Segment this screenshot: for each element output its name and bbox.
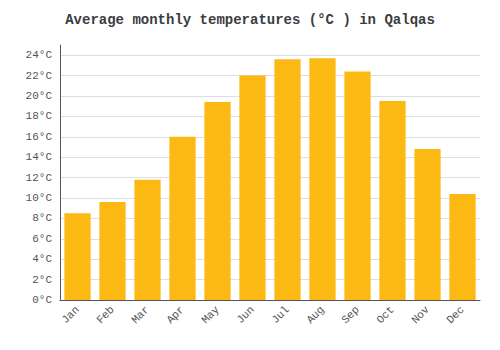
- svg-text:Jan: Jan: [59, 304, 81, 326]
- svg-text:Dec: Dec: [444, 304, 466, 326]
- svg-text:22°C: 22°C: [26, 70, 53, 82]
- svg-text:2°C: 2°C: [32, 274, 52, 286]
- svg-text:Feb: Feb: [94, 304, 116, 326]
- svg-text:18°C: 18°C: [26, 110, 53, 122]
- svg-text:Average monthly temperatures (: Average monthly temperatures (°C ) in Qa…: [65, 12, 435, 28]
- svg-text:10°C: 10°C: [26, 192, 53, 204]
- svg-text:14°C: 14°C: [26, 151, 53, 163]
- svg-text:Nov: Nov: [409, 303, 432, 326]
- svg-text:0°C: 0°C: [32, 294, 52, 306]
- svg-text:May: May: [199, 303, 222, 326]
- svg-text:8°C: 8°C: [32, 212, 52, 224]
- svg-text:4°C: 4°C: [32, 253, 52, 265]
- svg-text:Jul: Jul: [269, 304, 291, 326]
- svg-text:Jun: Jun: [234, 304, 256, 326]
- svg-text:24°C: 24°C: [26, 49, 53, 61]
- svg-text:Apr: Apr: [164, 304, 186, 326]
- svg-text:Aug: Aug: [304, 304, 326, 326]
- svg-text:12°C: 12°C: [26, 172, 53, 184]
- svg-text:Sep: Sep: [339, 304, 361, 326]
- svg-text:Mar: Mar: [129, 304, 151, 326]
- svg-text:Oct: Oct: [374, 304, 396, 326]
- svg-text:20°C: 20°C: [26, 90, 53, 102]
- svg-text:6°C: 6°C: [32, 233, 52, 245]
- svg-text:16°C: 16°C: [26, 131, 53, 143]
